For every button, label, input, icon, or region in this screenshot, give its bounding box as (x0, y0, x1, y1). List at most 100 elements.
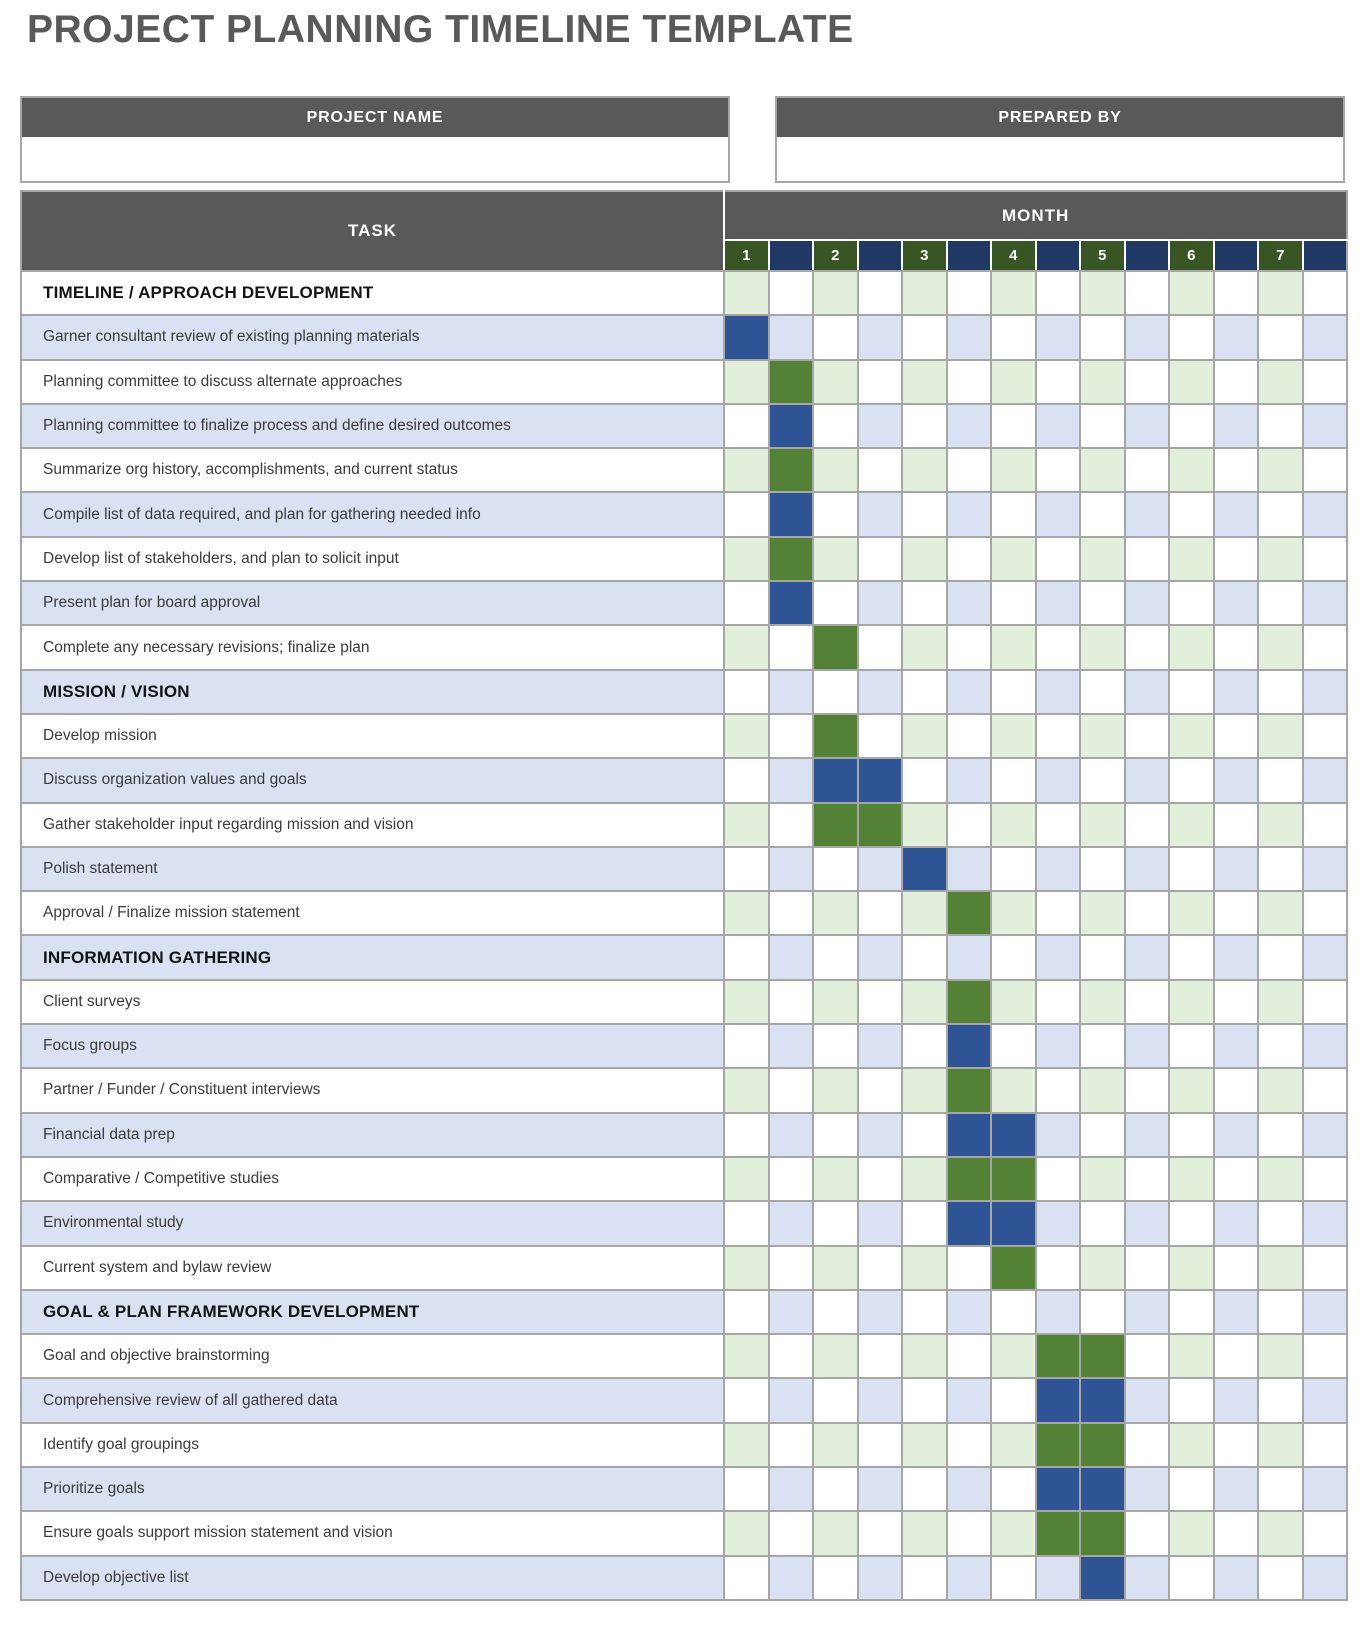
month-cell (1079, 845, 1126, 893)
gantt-fill-cell (812, 801, 859, 848)
month-cell (856, 269, 903, 317)
month-cell (1212, 1377, 1259, 1424)
month-cell (856, 934, 903, 981)
month-cell (1257, 491, 1304, 538)
section-label-cell: GOAL & PLAN FRAMEWORK DEVELOPMENT (20, 1288, 725, 1336)
month-cell (767, 801, 814, 848)
month-cell (812, 314, 859, 361)
task-row: Polish statement (20, 845, 1349, 893)
month-cell (990, 712, 1037, 760)
prepared-by-input[interactable] (777, 139, 1343, 181)
month-cell (767, 1554, 814, 1601)
month-cell (767, 1023, 814, 1070)
month-cell (1123, 1244, 1170, 1291)
month-number-cell: 4 (990, 239, 1037, 272)
month-cell (990, 1333, 1037, 1380)
month-cell (1168, 934, 1215, 981)
month-cell (723, 1288, 770, 1336)
gantt-fill-cell (1079, 1554, 1126, 1601)
project-name-input[interactable] (22, 139, 728, 181)
month-cell (945, 1333, 992, 1380)
month-cell (1301, 712, 1349, 760)
month-cell (1212, 358, 1259, 405)
month-cell (1168, 491, 1215, 538)
month-cell (1123, 269, 1170, 317)
task-row: Summarize org history, accomplishments, … (20, 447, 1349, 494)
month-cell (1079, 712, 1126, 760)
month-cell (1212, 1466, 1259, 1513)
month-cell (1079, 934, 1126, 981)
task-label-cell: Develop objective list (20, 1554, 725, 1601)
month-cell (990, 314, 1037, 361)
gantt-fill-cell (945, 1111, 992, 1158)
month-cell (856, 1067, 903, 1114)
month-cell (1168, 712, 1215, 760)
month-cell (767, 1155, 814, 1203)
month-cell (1168, 1377, 1215, 1424)
month-cell (1168, 402, 1215, 450)
gantt-fill-cell (945, 890, 992, 937)
month-cell (723, 402, 770, 450)
month-cell (856, 668, 903, 715)
task-label-cell: Current system and bylaw review (20, 1244, 725, 1291)
gantt-fill-cell (945, 1067, 992, 1114)
month-cell (812, 1421, 859, 1469)
task-rows-body: TIMELINE / APPROACH DEVELOPMENT Garner co… (20, 269, 1349, 1601)
month-cell (1123, 1554, 1170, 1601)
month-cell (1301, 1111, 1349, 1158)
month-cell (1212, 269, 1259, 317)
month-cell (723, 934, 770, 981)
month-cell (901, 1377, 948, 1424)
month-cell (945, 447, 992, 494)
month-cell (901, 402, 948, 450)
month-cell (856, 890, 903, 937)
month-cell (723, 580, 770, 627)
month-cell (901, 890, 948, 937)
month-cell (990, 402, 1037, 450)
task-header-cell: TASK (20, 190, 725, 272)
task-row: Garner consultant review of existing pla… (20, 314, 1349, 361)
month-cell (1212, 845, 1259, 893)
month-cell (723, 269, 770, 317)
month-cell (1212, 890, 1259, 937)
month-cell (767, 934, 814, 981)
task-label-cell: Summarize org history, accomplishments, … (20, 447, 725, 494)
month-cell (1212, 801, 1259, 848)
month-cell (1123, 1421, 1170, 1469)
month-cell (1257, 978, 1304, 1026)
month-cell (1301, 1155, 1349, 1203)
month-cell (1257, 757, 1304, 804)
month-cell (1079, 1023, 1126, 1070)
task-label-cell: Client surveys (20, 978, 725, 1026)
month-cell (945, 934, 992, 981)
month-cell (1168, 1023, 1215, 1070)
month-cell (1123, 358, 1170, 405)
month-cell (723, 491, 770, 538)
task-row: Current system and bylaw review (20, 1244, 1349, 1291)
month-cell (1079, 358, 1126, 405)
month-cell (1079, 801, 1126, 848)
month-cell (812, 1023, 859, 1070)
month-cell (1168, 1421, 1215, 1469)
month-cell (990, 1510, 1037, 1557)
month-cell (901, 712, 948, 760)
month-cell (1168, 1466, 1215, 1513)
month-cell (1301, 314, 1349, 361)
task-label-cell: Planning committee to finalize process a… (20, 402, 725, 450)
month-cell (767, 757, 814, 804)
task-row: Develop mission (20, 712, 1349, 760)
month-cell (1123, 447, 1170, 494)
month-cell (1079, 978, 1126, 1026)
month-cell (767, 1377, 814, 1424)
month-cell (1257, 1244, 1304, 1291)
month-cell (856, 1200, 903, 1247)
month-cell (856, 1554, 903, 1601)
month-cell (1168, 535, 1215, 583)
gantt-fill-cell (767, 580, 814, 627)
month-cell (1257, 845, 1304, 893)
task-label-cell: Approval / Finalize mission statement (20, 890, 725, 937)
month-cell (945, 712, 992, 760)
month-header-cell: MONTH (722, 190, 1349, 241)
month-spacer-cell (767, 239, 814, 272)
month-cell (767, 314, 814, 361)
